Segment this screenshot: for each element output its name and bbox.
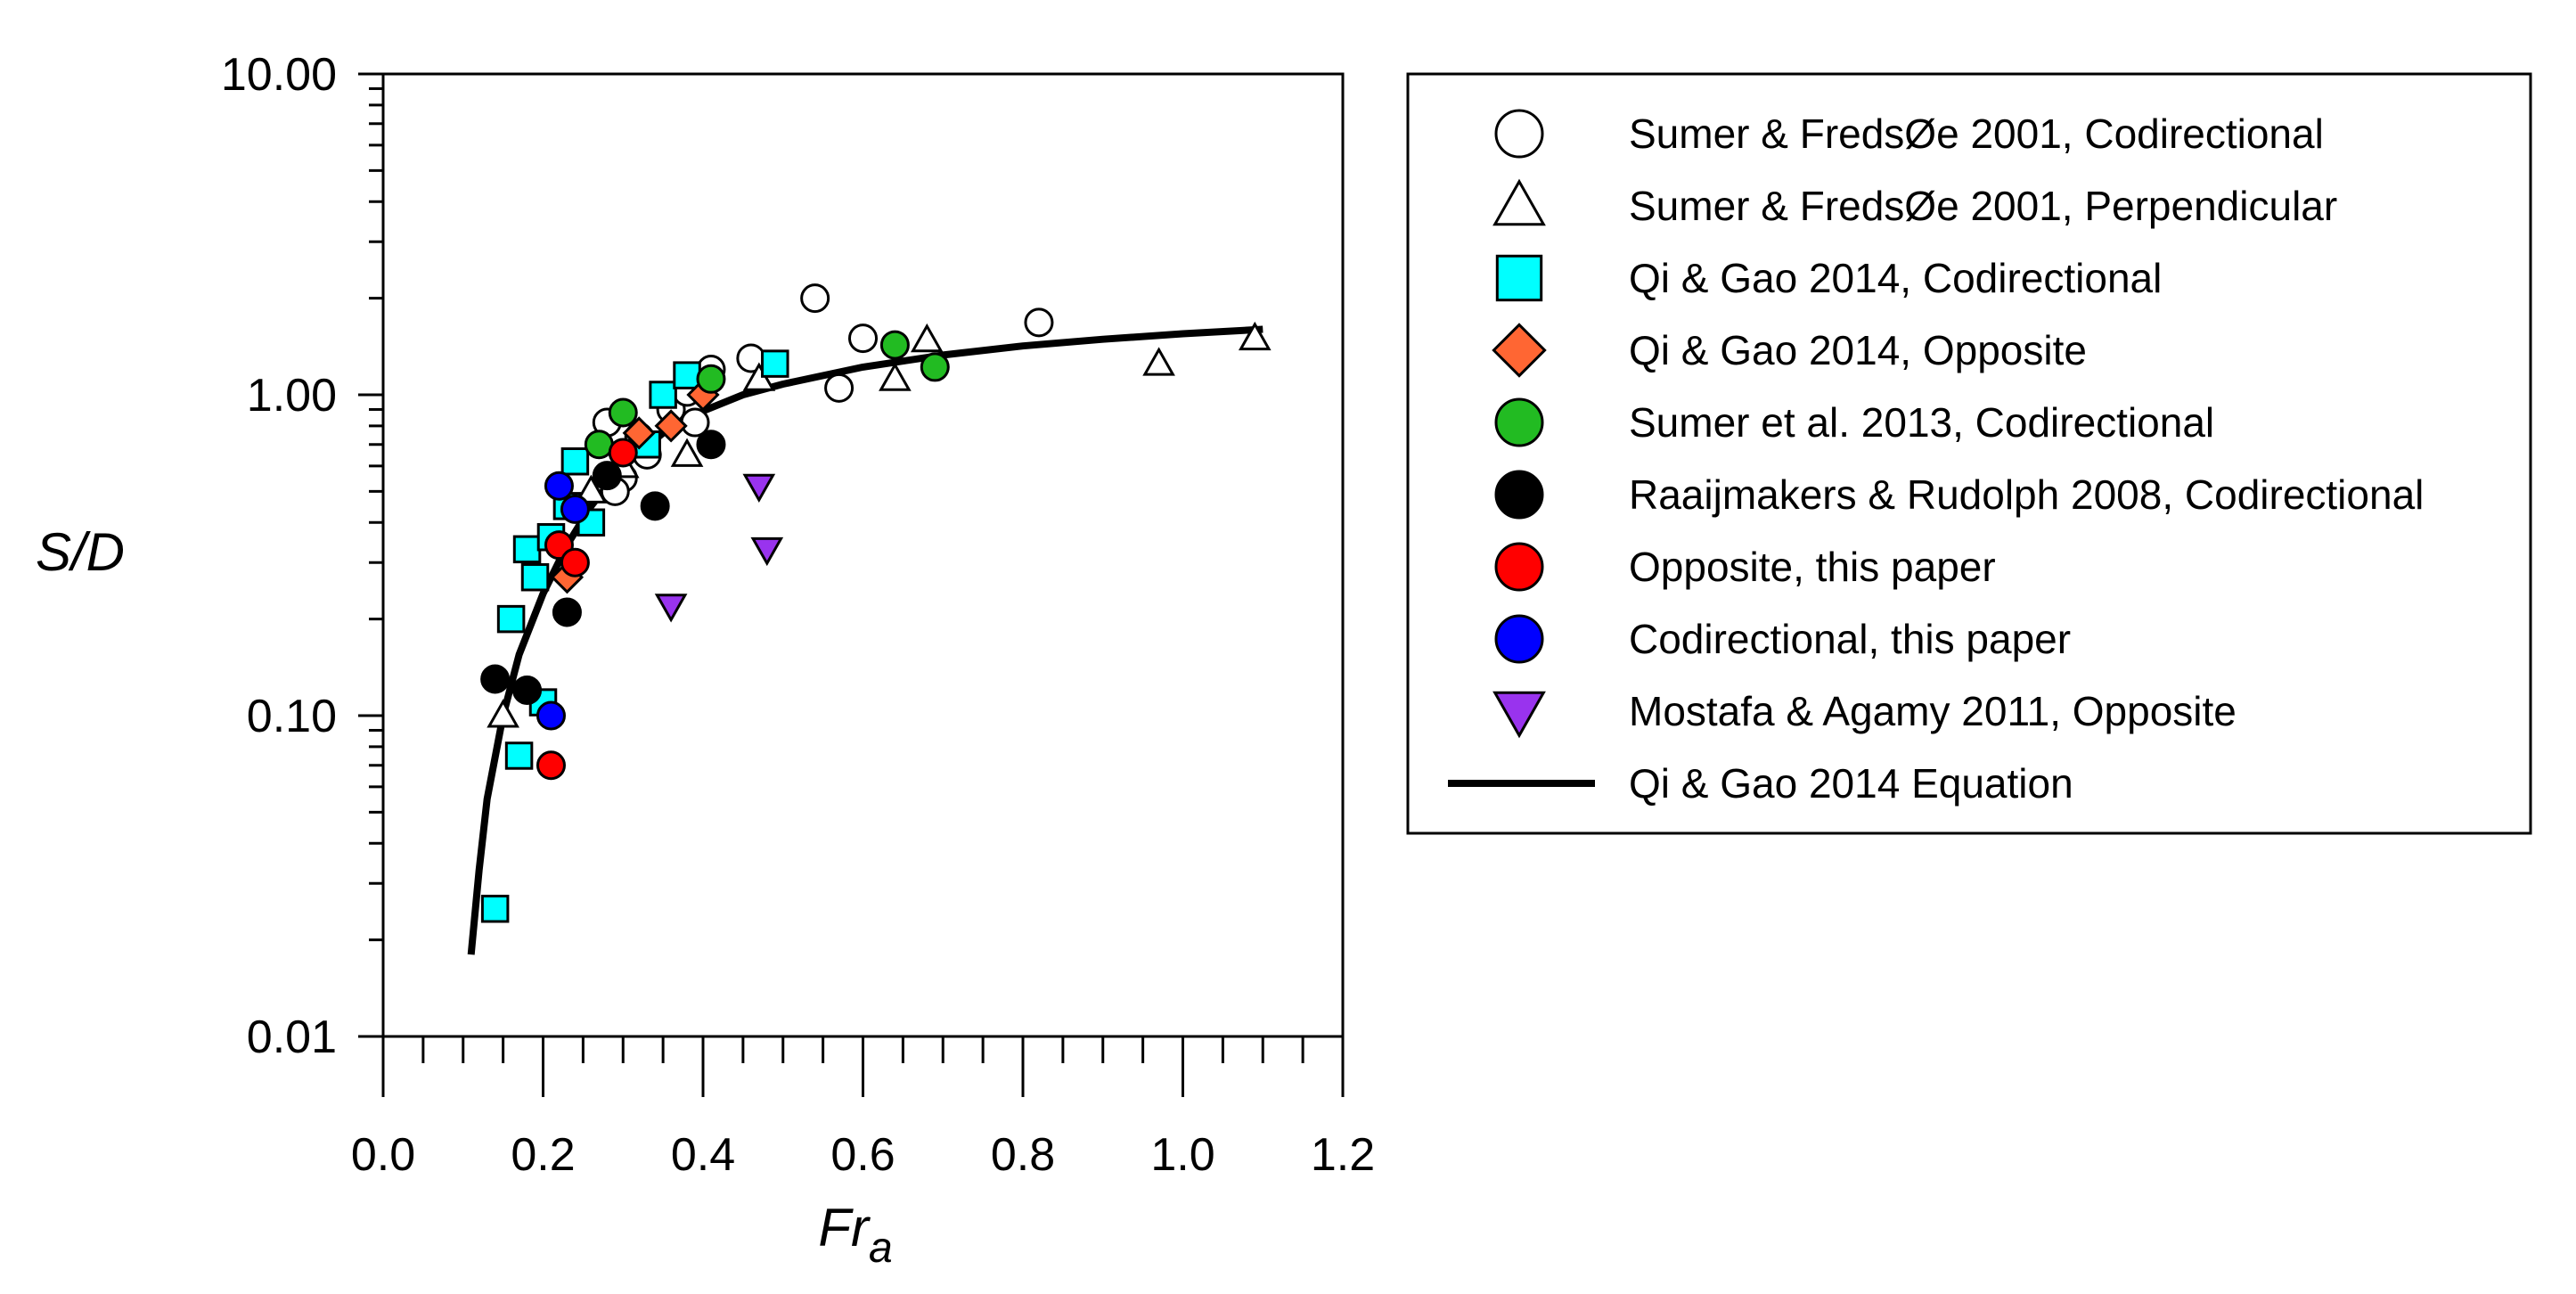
data-point: [750, 536, 784, 567]
data-point: [696, 430, 726, 460]
data-point: [879, 362, 912, 391]
data-point: [800, 283, 830, 314]
legend-marker: [1492, 691, 1546, 739]
data-point: [1142, 347, 1175, 376]
legend-label: Mostafa & Agamy 2011, Opposite: [1629, 688, 2237, 734]
data-point: [560, 494, 590, 524]
data-point: [742, 473, 776, 504]
legend: Sumer & FredsØe 2001, Codirectional Sumer…: [1406, 72, 2532, 835]
legend-marker: [1494, 614, 1544, 664]
data-point: [560, 446, 590, 476]
data-point: [1238, 321, 1272, 351]
x-tick-label: 0.6: [830, 1129, 895, 1181]
data-point: [512, 535, 542, 564]
data-point: [496, 604, 526, 634]
legend-label: Qi & Gao 2014 Equation: [1629, 760, 2073, 807]
data-point: [487, 699, 519, 728]
x-tick-label: 0.8: [991, 1129, 1055, 1181]
series-7: [536, 438, 638, 781]
series-4: [550, 378, 720, 594]
data-point: [670, 438, 704, 467]
legend-marker: [1495, 254, 1543, 302]
y-tick-label: 10.00: [221, 49, 337, 101]
marker-layer: [480, 283, 1272, 923]
legend-marker: [1494, 109, 1544, 159]
data-point: [608, 438, 638, 468]
data-point: [1024, 307, 1054, 338]
curve-layer: [467, 325, 1263, 955]
legend-box: [1406, 72, 2532, 835]
y-tick-label: 0.01: [247, 1011, 337, 1063]
data-point: [480, 664, 511, 694]
data-point: [480, 894, 510, 923]
data-point: [654, 594, 688, 623]
x-axis-title-main: Fr: [818, 1198, 871, 1257]
equation-curve: [467, 325, 1263, 955]
data-point: [544, 471, 574, 501]
y-axis-title: S/D: [36, 522, 125, 582]
legend-label: Qi & Gao 2014, Opposite: [1629, 327, 2087, 373]
series-5: [584, 330, 950, 460]
data-point: [536, 750, 566, 781]
data-point: [608, 397, 638, 428]
data-point: [824, 373, 855, 403]
legend-marker: [1494, 542, 1544, 592]
legend-label: Sumer et al. 2013, Codirectional: [1629, 399, 2214, 446]
legend-marker: [1494, 397, 1544, 447]
data-point: [622, 416, 656, 450]
legend-label: Opposite, this paper: [1629, 544, 1996, 590]
x-axis-title-subscript: a: [869, 1224, 893, 1272]
series-9: [654, 473, 784, 623]
x-tick-label: 1.2: [1311, 1129, 1375, 1181]
data-point: [536, 700, 566, 731]
data-point: [552, 597, 582, 627]
data-point: [920, 352, 950, 382]
legend-label: Sumer & FredsØe 2001, Perpendicular: [1629, 183, 2337, 229]
legend-label: Raaijmakers & Rudolph 2008, Codirectiona…: [1629, 471, 2424, 518]
data-point: [592, 461, 622, 491]
legend-entries: Sumer & FredsØe 2001, Codirectional Sumer…: [1448, 109, 2424, 807]
data-point: [848, 324, 878, 354]
x-tick-label: 0.2: [511, 1129, 575, 1181]
legend-marker: [1492, 323, 1547, 378]
x-tick-label: 0.4: [671, 1129, 735, 1181]
data-point: [696, 364, 726, 394]
y-tick-label: 1.00: [247, 370, 337, 422]
legend-label: Qi & Gao 2014, Codirectional: [1629, 255, 2162, 301]
data-point: [575, 474, 608, 504]
data-point: [910, 323, 944, 353]
data-point: [654, 409, 688, 443]
y-tick-label: 0.10: [247, 691, 337, 742]
data-point: [520, 562, 550, 592]
x-tick-label: 1.0: [1150, 1129, 1214, 1181]
tick-label-layer: 0.01 0.10 1.00 10.00 0.0 0.2 0.4 0.6 0.8 1.0 1.2: [221, 49, 1375, 1181]
legend-marker: [1494, 470, 1544, 520]
legend-label: Codirectional, this paper: [1629, 616, 2071, 662]
series-6: [480, 430, 726, 705]
data-point: [649, 381, 677, 409]
x-tick-label: 0.0: [351, 1129, 415, 1181]
data-point: [673, 361, 701, 389]
data-point: [640, 491, 670, 521]
data-point: [504, 741, 534, 770]
data-point: [560, 547, 590, 577]
axes-layer: [358, 72, 1345, 1097]
x-axis-title: Fra: [818, 1198, 892, 1272]
series-8: [536, 471, 590, 731]
legend-marker: [1492, 178, 1546, 226]
series-2: [487, 321, 1272, 728]
legend-label: Sumer & FredsØe 2001, Codirectional: [1629, 111, 2324, 157]
data-point: [761, 349, 789, 378]
data-point: [879, 330, 910, 360]
data-point: [512, 675, 543, 705]
